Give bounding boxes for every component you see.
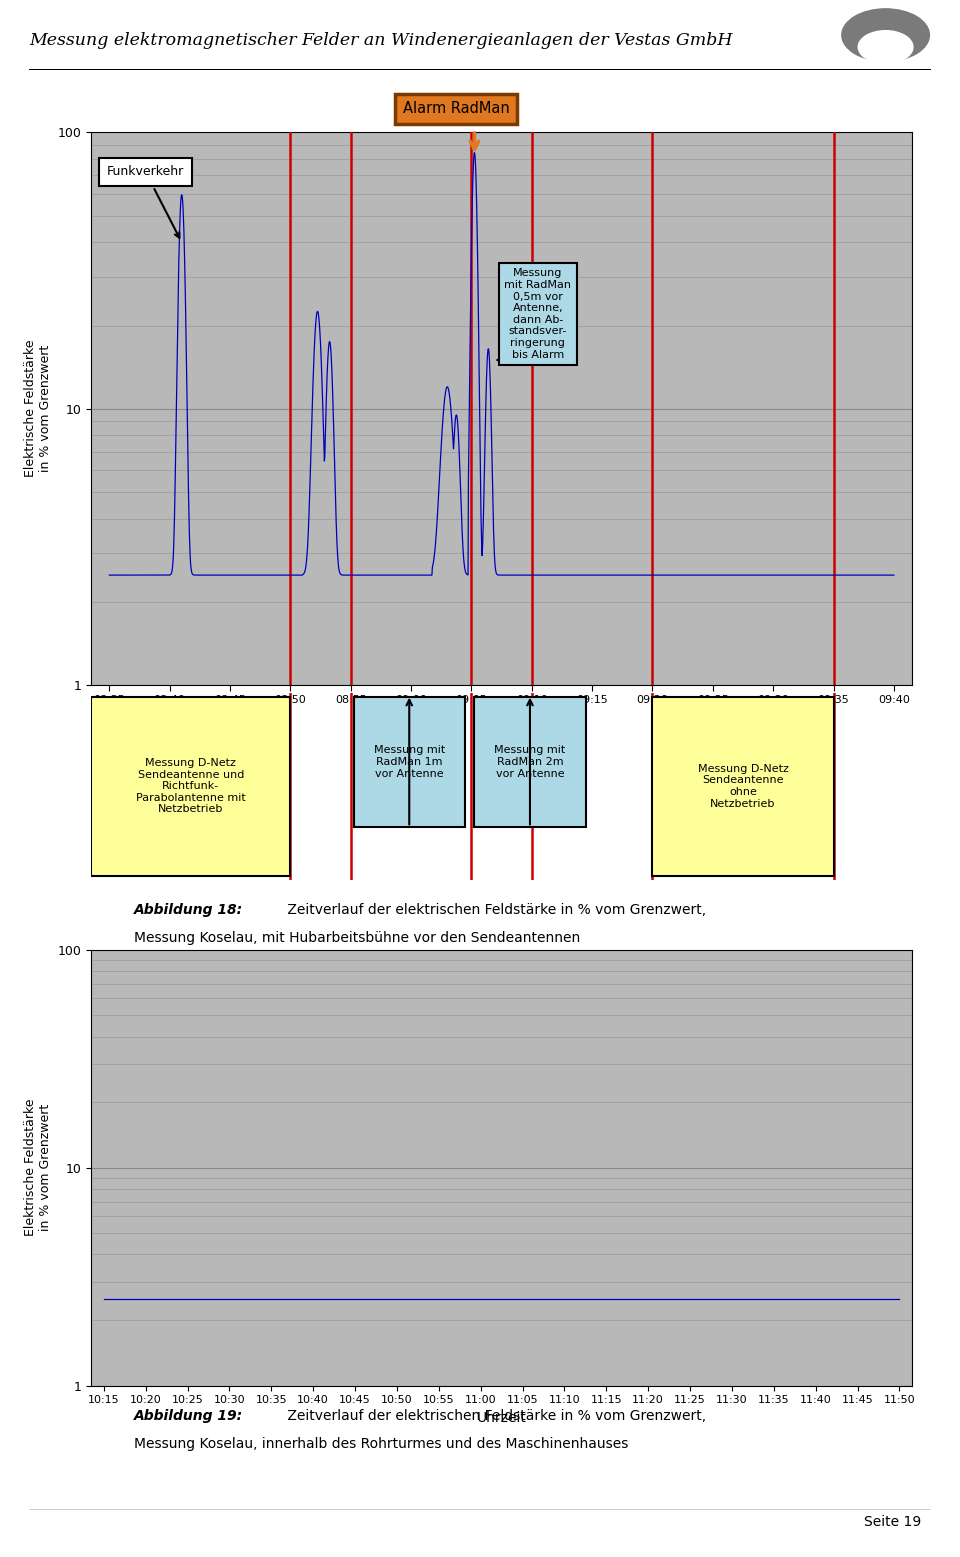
Y-axis label: Elektrische Feldstärke
in % vom Grenzwert: Elektrische Feldstärke in % vom Grenzwer… xyxy=(24,339,52,478)
Text: Seite 19: Seite 19 xyxy=(864,1515,922,1529)
Text: Abbildung 19:: Abbildung 19: xyxy=(134,1409,244,1423)
Text: Alarm RadMan: Alarm RadMan xyxy=(402,101,510,117)
Text: Messung mit
RadMan 2m
vor Antenne: Messung mit RadMan 2m vor Antenne xyxy=(494,746,565,778)
Text: Messung Koselau, mit Hubarbeitsbühne vor den Sendeantennen: Messung Koselau, mit Hubarbeitsbühne vor… xyxy=(134,931,581,945)
Text: Messung elektromagnetischer Felder an Windenergieanlagen der Vestas GmbH: Messung elektromagnetischer Felder an Wi… xyxy=(29,33,732,48)
Text: Messung D-Netz
Sendeantenne und
Richtfunk-
Parabolantenne mit
Netzbetrieb: Messung D-Netz Sendeantenne und Richtfun… xyxy=(136,758,246,814)
Text: Zeitverlauf der elektrischen Feldstärke in % vom Grenzwert,: Zeitverlauf der elektrischen Feldstärke … xyxy=(283,903,707,917)
X-axis label: Uhrzeit: Uhrzeit xyxy=(477,1411,526,1425)
Text: Zeitverlauf der elektrischen Feldstärke in % vom Grenzwert,: Zeitverlauf der elektrischen Feldstärke … xyxy=(283,1409,707,1423)
X-axis label: Uhrzeit: Uhrzeit xyxy=(477,712,526,726)
Text: Messung mit
RadMan 1m
vor Antenne: Messung mit RadMan 1m vor Antenne xyxy=(373,746,444,778)
Text: Messung Koselau, innerhalb des Rohrturmes und des Maschinenhauses: Messung Koselau, innerhalb des Rohrturme… xyxy=(134,1437,629,1451)
Text: Abbildung 18:: Abbildung 18: xyxy=(134,903,244,917)
Circle shape xyxy=(842,9,929,61)
Y-axis label: Elektrische Feldstärke
in % vom Grenzwert: Elektrische Feldstärke in % vom Grenzwer… xyxy=(24,1099,52,1236)
FancyBboxPatch shape xyxy=(91,696,290,877)
FancyBboxPatch shape xyxy=(653,696,833,877)
FancyBboxPatch shape xyxy=(474,696,587,827)
Circle shape xyxy=(858,31,913,64)
Text: Funkverkehr: Funkverkehr xyxy=(107,165,184,238)
FancyBboxPatch shape xyxy=(353,696,466,827)
Text: Messung D-Netz
Sendeantenne
ohne
Netzbetrieb: Messung D-Netz Sendeantenne ohne Netzbet… xyxy=(698,764,788,808)
Text: Messung
mit RadMan
0,5m vor
Antenne,
dann Ab-
standsver-
ringerung
bis Alarm: Messung mit RadMan 0,5m vor Antenne, dan… xyxy=(504,268,571,360)
